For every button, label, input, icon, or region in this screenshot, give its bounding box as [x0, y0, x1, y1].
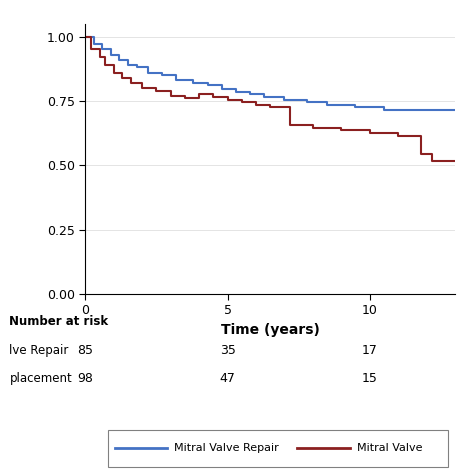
- Text: 98: 98: [77, 372, 93, 385]
- FancyBboxPatch shape: [108, 429, 448, 467]
- Text: Number at risk: Number at risk: [9, 315, 109, 328]
- Text: Mitral Valve Repair: Mitral Valve Repair: [174, 443, 279, 453]
- Text: 35: 35: [219, 344, 236, 356]
- X-axis label: Time (years): Time (years): [221, 323, 319, 337]
- Text: 17: 17: [362, 344, 378, 356]
- Text: placement: placement: [9, 372, 72, 385]
- Text: 85: 85: [77, 344, 93, 356]
- Text: lve Repair: lve Repair: [9, 344, 69, 356]
- Text: 47: 47: [219, 372, 236, 385]
- Text: 15: 15: [362, 372, 378, 385]
- Text: Mitral Valve: Mitral Valve: [357, 443, 422, 453]
